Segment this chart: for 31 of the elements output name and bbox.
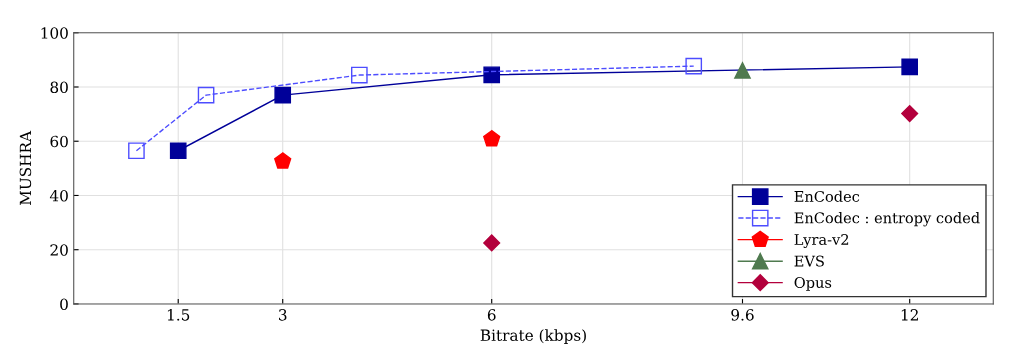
y-tick-label: 80 — [50, 81, 68, 94]
legend-label: EnCodec : entropy coded — [794, 212, 980, 227]
x-tick-label: 9.6 — [731, 309, 754, 321]
point — [685, 57, 703, 75]
point — [483, 234, 501, 252]
legend-label: Lyra-v2 — [794, 233, 849, 248]
point — [128, 142, 145, 160]
y-tick-label: 60 — [50, 135, 68, 148]
point — [483, 130, 501, 147]
x-tick-label: 3 — [279, 309, 287, 321]
legend-label: EnCodec — [794, 190, 860, 202]
point — [274, 86, 292, 104]
x-tick-label: 1.5 — [167, 309, 190, 321]
y-tick-label: 100 — [41, 27, 68, 39]
point — [274, 152, 292, 169]
point — [351, 66, 368, 84]
y-tick-label: 20 — [50, 244, 68, 256]
y-axis-title: MUSHRA — [19, 130, 32, 206]
point — [197, 86, 215, 104]
legend-label: EVS — [794, 255, 824, 267]
x-tick-label: 12 — [901, 309, 918, 321]
legend-label: Opus — [794, 276, 832, 291]
x-tick-label: 6 — [487, 309, 496, 321]
point — [483, 66, 501, 84]
point — [901, 58, 919, 76]
point — [901, 105, 919, 123]
point — [169, 142, 187, 160]
y-tick-label: 40 — [49, 189, 68, 202]
y-tick-label: 0 — [60, 298, 68, 310]
x-axis-title: Bitrate (kbps) — [480, 329, 586, 344]
point — [734, 62, 751, 79]
